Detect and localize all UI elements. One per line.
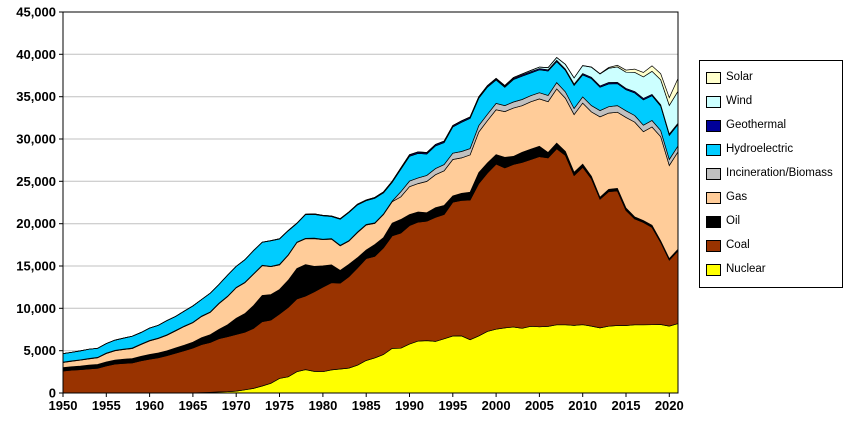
x-tick-label: 2020 (655, 398, 684, 413)
legend-swatch-oil (706, 216, 721, 228)
legend-label: Coal (726, 239, 750, 252)
x-tick-label: 1950 (49, 398, 78, 413)
x-tick-label: 1995 (438, 398, 467, 413)
legend-item-gas: Gas (706, 186, 833, 210)
legend-swatch-incineration-biomass (706, 168, 721, 180)
legend-swatch-geothermal (706, 120, 721, 132)
legend: Solar Wind Geothermal Hydroelectric Incinera… (699, 60, 843, 288)
y-tick-label: 10,000 (16, 301, 56, 316)
x-tick-label: 2000 (482, 398, 511, 413)
x-tick-label: 2005 (525, 398, 554, 413)
legend-label: Geothermal (726, 119, 787, 132)
x-tick-label: 2010 (568, 398, 597, 413)
legend-item-solar: Solar (706, 66, 833, 90)
legend-swatch-coal (706, 240, 721, 252)
legend-item-hydroelectric: Hydroelectric (706, 138, 833, 162)
legend-swatch-gas (706, 192, 721, 204)
legend-item-wind: Wind (706, 90, 833, 114)
legend-swatch-solar (706, 72, 721, 84)
y-tick-label: 15,000 (16, 259, 56, 274)
y-tick-label: 5,000 (23, 343, 56, 358)
legend-label: Nuclear (726, 263, 766, 276)
y-tick-label: 0 (49, 386, 56, 401)
x-axis: 1950 1955 1960 1965 1970 1975 1980 1985 1990 1995… (49, 393, 684, 413)
y-axis: 0 5,000 10,000 15,000 20,000 25,000 30,000 35,0… (16, 5, 63, 401)
x-tick-label: 1975 (265, 398, 294, 413)
legend-item-geothermal: Geothermal (706, 114, 833, 138)
x-tick-label: 1970 (222, 398, 251, 413)
x-tick-label: 1955 (92, 398, 121, 413)
legend-label: Oil (726, 215, 741, 228)
y-tick-label: 30,000 (16, 132, 56, 147)
legend-label: Wind (726, 95, 753, 108)
legend-swatch-wind (706, 96, 721, 108)
x-tick-label: 1985 (352, 398, 381, 413)
legend-label: Hydroelectric (726, 143, 794, 156)
legend-swatch-hydroelectric (706, 144, 721, 156)
x-tick-label: 1960 (135, 398, 164, 413)
y-tick-label: 25,000 (16, 174, 56, 189)
legend-item-coal: Coal (706, 234, 833, 258)
y-tick-label: 35,000 (16, 89, 56, 104)
legend-item-incineration-biomass: Incineration/Biomass (706, 162, 833, 186)
y-tick-label: 40,000 (16, 47, 56, 62)
x-tick-label: 1965 (178, 398, 207, 413)
legend-label: Solar (726, 71, 753, 84)
legend-label: Incineration/Biomass (726, 167, 833, 180)
y-tick-label: 45,000 (16, 5, 56, 20)
legend-item-nuclear: Nuclear (706, 258, 833, 282)
y-tick-label: 20,000 (16, 216, 56, 231)
x-tick-label: 1980 (308, 398, 337, 413)
legend-item-oil: Oil (706, 210, 833, 234)
legend-label: Gas (726, 191, 748, 204)
plot-border (62, 11, 679, 394)
x-tick-label: 1990 (395, 398, 424, 413)
x-tick-label: 2015 (612, 398, 641, 413)
legend-swatch-nuclear (706, 264, 721, 276)
